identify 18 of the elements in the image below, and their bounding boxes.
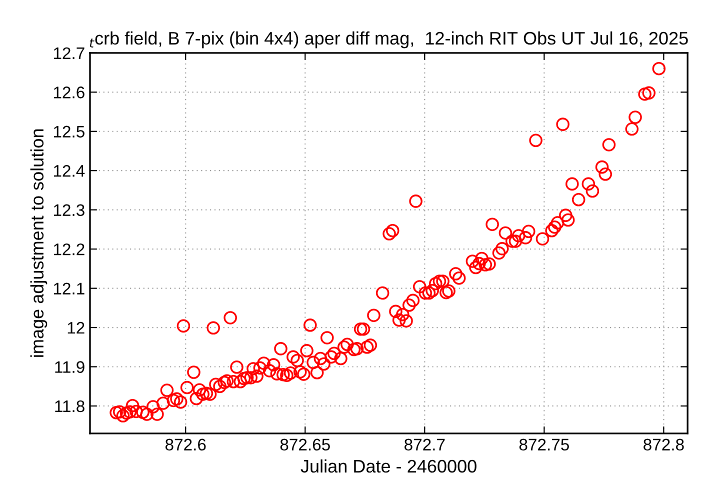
x-tick-label: 872.65 (280, 438, 330, 451)
y-tick-label: 12.2 (54, 243, 84, 256)
y-tick-label: 11.8 (55, 400, 84, 412)
y-tick-label: 12.1 (54, 282, 84, 294)
x-tick-label: 872.75 (519, 438, 569, 451)
x-axis-title: Julian Date - 2460000 (300, 459, 476, 473)
x-tick-label: 872.7 (404, 438, 445, 451)
y-tick-label: 11.9 (55, 361, 84, 373)
y-tick-label: 12.6 (54, 86, 84, 98)
x-tick-label: 872.6 (165, 438, 206, 451)
y-tick-label: 12.3 (54, 204, 84, 216)
x-tick-label: 872.8 (644, 438, 684, 451)
y-tick-label: 12.4 (54, 165, 85, 177)
y-tick-label: 12 (68, 322, 84, 334)
y-tick-label: 12.5 (54, 126, 84, 138)
chart-title: $_{t}$crb field, B 7-pix (bin 4x4) aper diff mag, 12-inch RIT Obs UT Jul 16, 2025 (90, 31, 688, 48)
y-tick-label: 12.7 (54, 47, 84, 59)
y-axis-title: image adjustment to solution (30, 129, 48, 357)
